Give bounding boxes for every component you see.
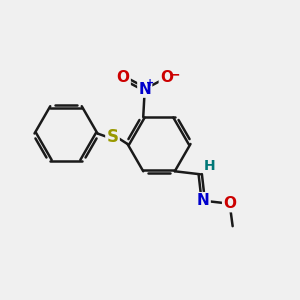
Text: N: N	[197, 193, 210, 208]
Text: −: −	[169, 68, 181, 82]
Text: O: O	[117, 70, 130, 85]
Text: +: +	[146, 77, 154, 88]
Text: O: O	[160, 70, 173, 85]
Text: N: N	[138, 82, 151, 97]
Text: S: S	[106, 128, 119, 146]
Text: O: O	[223, 196, 236, 211]
Text: H: H	[203, 159, 215, 173]
